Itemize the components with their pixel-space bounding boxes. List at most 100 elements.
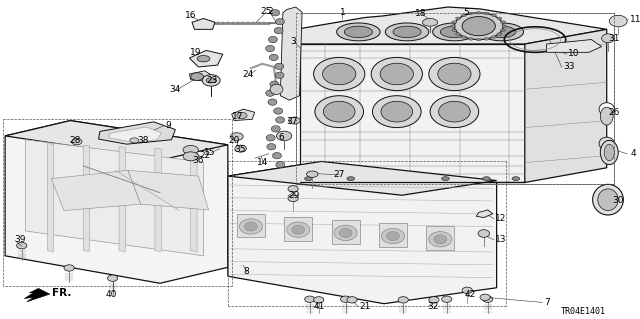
- Ellipse shape: [202, 75, 220, 86]
- Text: 40: 40: [106, 290, 117, 299]
- Ellipse shape: [468, 38, 474, 40]
- Text: 20: 20: [228, 136, 240, 145]
- Text: 8: 8: [244, 267, 249, 276]
- Ellipse shape: [292, 225, 305, 234]
- Ellipse shape: [484, 38, 489, 40]
- Ellipse shape: [442, 177, 449, 181]
- Ellipse shape: [267, 144, 276, 150]
- Ellipse shape: [476, 11, 481, 14]
- Ellipse shape: [237, 112, 247, 119]
- Text: 35: 35: [234, 145, 246, 154]
- Text: 5: 5: [463, 8, 468, 17]
- Ellipse shape: [478, 230, 490, 237]
- Polygon shape: [83, 145, 90, 251]
- Ellipse shape: [268, 36, 277, 43]
- Ellipse shape: [380, 63, 413, 85]
- Ellipse shape: [197, 56, 210, 62]
- Ellipse shape: [476, 38, 481, 41]
- Ellipse shape: [274, 108, 283, 114]
- Ellipse shape: [393, 26, 421, 38]
- Ellipse shape: [323, 63, 356, 85]
- Ellipse shape: [271, 126, 280, 132]
- Ellipse shape: [429, 57, 480, 91]
- Text: 1: 1: [340, 8, 345, 17]
- Ellipse shape: [371, 57, 422, 91]
- Ellipse shape: [599, 137, 614, 150]
- Ellipse shape: [266, 45, 275, 52]
- Ellipse shape: [305, 177, 312, 181]
- Ellipse shape: [206, 78, 216, 83]
- Text: FR.: FR.: [52, 288, 72, 298]
- Polygon shape: [191, 150, 197, 251]
- Text: 37: 37: [286, 117, 298, 126]
- Ellipse shape: [381, 228, 404, 244]
- Ellipse shape: [468, 12, 474, 15]
- Ellipse shape: [183, 145, 198, 154]
- Ellipse shape: [434, 235, 447, 244]
- Ellipse shape: [344, 26, 372, 38]
- Text: 12: 12: [495, 214, 507, 223]
- Text: 23: 23: [207, 76, 218, 85]
- Text: 22: 22: [200, 151, 211, 160]
- Ellipse shape: [385, 23, 429, 41]
- Ellipse shape: [235, 145, 246, 152]
- Polygon shape: [547, 40, 602, 52]
- Text: 18: 18: [415, 9, 427, 18]
- Ellipse shape: [456, 17, 461, 19]
- Ellipse shape: [500, 21, 506, 23]
- Ellipse shape: [438, 101, 470, 122]
- Ellipse shape: [598, 189, 618, 211]
- Ellipse shape: [72, 138, 82, 145]
- Ellipse shape: [337, 23, 380, 41]
- Ellipse shape: [268, 99, 277, 105]
- Text: 7: 7: [544, 298, 550, 307]
- Ellipse shape: [502, 25, 507, 27]
- Ellipse shape: [454, 13, 503, 40]
- Ellipse shape: [600, 107, 613, 125]
- Text: 42: 42: [465, 290, 476, 299]
- Ellipse shape: [492, 36, 497, 38]
- Ellipse shape: [462, 17, 495, 36]
- Polygon shape: [300, 44, 525, 182]
- Ellipse shape: [17, 242, 27, 249]
- Ellipse shape: [497, 33, 502, 35]
- Text: TR04E1401: TR04E1401: [561, 308, 606, 316]
- Ellipse shape: [347, 297, 357, 303]
- Ellipse shape: [239, 219, 262, 234]
- Ellipse shape: [483, 296, 493, 302]
- Ellipse shape: [593, 184, 623, 215]
- Polygon shape: [228, 161, 497, 304]
- Text: 15: 15: [204, 148, 216, 157]
- Polygon shape: [5, 121, 228, 283]
- Text: 34: 34: [170, 85, 181, 94]
- Ellipse shape: [289, 117, 300, 124]
- Polygon shape: [51, 170, 141, 211]
- Ellipse shape: [483, 177, 490, 181]
- Text: 10: 10: [568, 49, 580, 58]
- Polygon shape: [476, 210, 493, 218]
- Ellipse shape: [287, 222, 310, 237]
- Polygon shape: [379, 223, 407, 247]
- Text: 31: 31: [608, 34, 620, 43]
- Ellipse shape: [244, 222, 257, 231]
- Ellipse shape: [130, 138, 139, 143]
- Ellipse shape: [305, 296, 315, 302]
- Ellipse shape: [270, 81, 279, 87]
- Ellipse shape: [340, 296, 351, 302]
- Polygon shape: [24, 288, 50, 302]
- Ellipse shape: [398, 297, 408, 303]
- Ellipse shape: [609, 15, 627, 27]
- Ellipse shape: [442, 296, 452, 302]
- Ellipse shape: [497, 17, 502, 19]
- Text: 26: 26: [608, 108, 620, 117]
- Polygon shape: [109, 127, 161, 142]
- Text: 4: 4: [631, 149, 637, 158]
- Ellipse shape: [269, 54, 278, 61]
- Text: 27: 27: [333, 170, 345, 179]
- Ellipse shape: [440, 26, 468, 38]
- Ellipse shape: [108, 275, 118, 281]
- Ellipse shape: [461, 14, 466, 17]
- Ellipse shape: [480, 294, 490, 300]
- Ellipse shape: [452, 21, 457, 23]
- Ellipse shape: [288, 195, 298, 202]
